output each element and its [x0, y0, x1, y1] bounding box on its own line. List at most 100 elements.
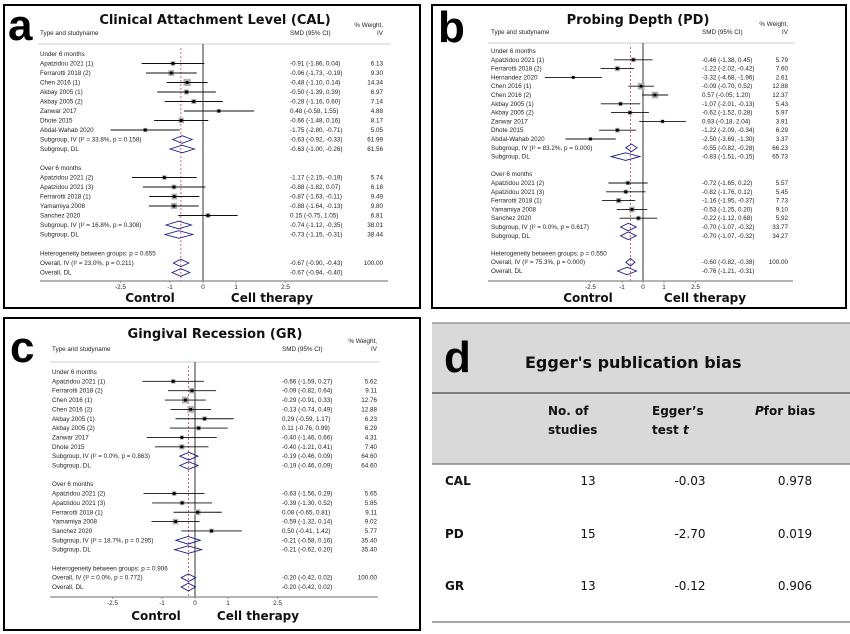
smd-ci: -1.07 (-2.01, -0.13) — [702, 101, 755, 108]
study-name: Chen 2016 (1) — [40, 80, 80, 87]
study-name: Akbay 2005 (1) — [491, 101, 534, 108]
weight-value: 4.31 — [365, 434, 378, 441]
pooled-diamond — [178, 461, 200, 470]
study-row: Ferrarotti 2018 (2) -0.96 (-1.73, -0.19) 9… — [40, 70, 383, 77]
eggers-t: -2.70 — [674, 527, 705, 541]
group-label: Under 6 months — [52, 369, 97, 376]
smd-ci: -0.91 (-1.86, 0.04) — [290, 61, 340, 68]
smd-ci: -0.13 (-0.74, 0.49) — [282, 406, 332, 413]
weight-value: 6.29 — [365, 425, 378, 432]
row-label: PD — [445, 527, 464, 541]
smd-ci: -2.50 (-3.69, -1.30) — [702, 136, 755, 143]
study-name: Apatzidou 2021 (1) — [40, 61, 93, 68]
smd-ci: -0.19 (-0.46, 0.09) — [282, 453, 332, 460]
table-row: GR 13 -0.12 0.906 — [445, 579, 812, 593]
point-estimate — [143, 128, 147, 132]
weight-value: 12.88 — [772, 83, 788, 90]
point-estimate — [190, 389, 194, 393]
smd-ci: -0.50 (-1.39, 0.39) — [290, 89, 340, 96]
column-header-italic: P — [755, 404, 764, 418]
pooled-row: Overall, DL -0.20 (-0.42, 0.02) — [52, 582, 332, 592]
smd-ci: -0.28 (-1.16, 0.60) — [290, 99, 340, 106]
forest-plot-c: c Gingival Recession (GR) Type and studyna… — [3, 317, 421, 631]
point-estimate — [180, 445, 184, 449]
plot-title: Probing Depth (PD) — [567, 13, 710, 28]
point-estimate — [636, 216, 640, 220]
study-row: Chen 2016 (1) -0.48 (-1.10, 0.14) 14.34 — [40, 78, 383, 87]
weight-value: 38.44 — [367, 232, 383, 239]
study-row: Dhote 2015 -1.22 (-2.09, -0.34) 6.29 — [491, 127, 788, 134]
weight-value: 6.13 — [371, 61, 384, 68]
study-name: Yamamiya 2008 — [40, 203, 86, 210]
study-name: Sanchez 2020 — [52, 528, 93, 535]
point-estimate — [210, 529, 213, 533]
study-row: Yamamiya 2008 -0.53 (-1.25, 0.20) 9.10 — [491, 206, 788, 213]
study-row: Chen 2016 (2) 0.57 (-0.05, 1.20) 12.37 — [491, 91, 788, 99]
study-row: Zanwar 2017 0.48 (-0.58, 1.55) 4.88 — [40, 108, 383, 115]
pooled-row: Subgroup, IV (I² = 33.8%, p = 0.158) -0.6… — [40, 135, 383, 144]
study-name: Yamamiya 2008 — [491, 206, 537, 213]
column-header-weight: % Weight, — [759, 21, 788, 28]
study-name: Heterogeneity between groups: p = 0.906 — [52, 565, 168, 572]
study-name: Over 6 months — [52, 481, 93, 488]
smd-ci: -1.22 (-2.09, -0.34) — [702, 127, 755, 134]
x-tick-label: -2.5 — [585, 284, 596, 291]
smd-ci: -0.82 (-1.76, 0.12) — [702, 189, 752, 196]
study-name: Akbay 2005 (2) — [491, 110, 534, 117]
study-row: Akbay 2005 (2) -0.28 (-1.16, 0.60) 7.14 — [40, 99, 383, 106]
column-header-study: Type and studyname — [491, 29, 550, 36]
study-name: Subgroup, IV (I² = 83.2%, p = 0.000) — [491, 145, 593, 152]
smd-ci: -0.60 (-0.82, -0.38) — [702, 259, 755, 266]
column-header: Egger’s — [652, 404, 704, 418]
smd-ci: -0.88 (-1.64, -0.13) — [290, 203, 343, 210]
study-name: Subgroup, DL — [52, 463, 91, 470]
x-tick-label: -2.5 — [107, 600, 118, 607]
point-estimate — [197, 426, 201, 430]
smd-ci: -0.67 (-0.94, -0.40) — [290, 270, 343, 277]
smd-ci: -0.59 (-1.32, 0.14) — [282, 519, 332, 526]
weight-value: 9.80 — [371, 203, 384, 210]
smd-ci: -0.53 (-1.25, 0.20) — [702, 206, 752, 213]
study-row: Akbay 2005 (1) 0.29 (-0.59, 1.17) 6.23 — [52, 416, 377, 423]
study-name: Apatzidou 2021 (1) — [52, 378, 105, 385]
x-tick-label: 0 — [641, 284, 645, 291]
column-header-text: for bias — [764, 404, 816, 418]
smd-ci: -0.46 (-1.38, 0.45) — [702, 57, 752, 64]
weight-value: 64.60 — [361, 463, 377, 470]
weight-value: 33.77 — [772, 224, 788, 231]
column-header-italic: t — [683, 423, 690, 437]
group-label: Heterogeneity between groups: p = 0.906 — [52, 565, 168, 572]
study-name: Hernandez 2020 — [491, 74, 538, 81]
column-header: Pfor bias — [755, 404, 815, 418]
study-row: Dhote 2015 -0.40 (-1.21, 0.41) 7.40 — [52, 444, 377, 451]
point-estimate — [180, 436, 184, 439]
weight-value: 6.18 — [371, 184, 384, 191]
smd-ci: 0.11 (-0.76, 0.99) — [282, 425, 330, 432]
favours-control-label: Control — [125, 291, 175, 305]
point-estimate — [192, 100, 196, 103]
smd-ci: 0.08 (-0.65, 0.81) — [282, 509, 330, 516]
smd-ci: 0.48 (-0.58, 1.55) — [290, 108, 338, 115]
weight-value: 7.60 — [776, 66, 789, 73]
x-tick-label: 0 — [193, 600, 197, 607]
study-name: Sanchez 2020 — [491, 215, 532, 222]
pooled-row: Subgroup, DL -0.73 (-1.15, -0.31) 38.44 — [40, 230, 383, 239]
weight-value: 5.45 — [776, 189, 789, 196]
weight-value: 7.14 — [371, 99, 384, 106]
study-row: Apatzidou 2021 (3) -0.82 (-1.76, 0.12) 5.4… — [491, 189, 788, 196]
study-name: Overall, DL — [52, 584, 84, 591]
weight-value: 5.97 — [776, 110, 789, 117]
smd-ci: -0.63 (-1.56, 0.29) — [282, 491, 332, 498]
pooled-diamond — [168, 144, 196, 154]
study-name: Yamamiya 2008 — [52, 519, 98, 526]
study-name: Over 6 months — [40, 165, 81, 172]
point-estimate — [653, 93, 657, 97]
study-name: Abdal-Wahab 2020 — [40, 127, 94, 134]
number-of-studies: 13 — [580, 579, 595, 593]
smd-ci: -0.63 (-0.92, -0.33) — [290, 137, 343, 144]
smd-ci: -0.20 (-0.42, 0.02) — [282, 584, 332, 591]
panel-letter: d — [444, 333, 471, 382]
point-estimate — [617, 199, 621, 202]
study-name: Ferrarotti 2018 (2) — [52, 388, 103, 395]
